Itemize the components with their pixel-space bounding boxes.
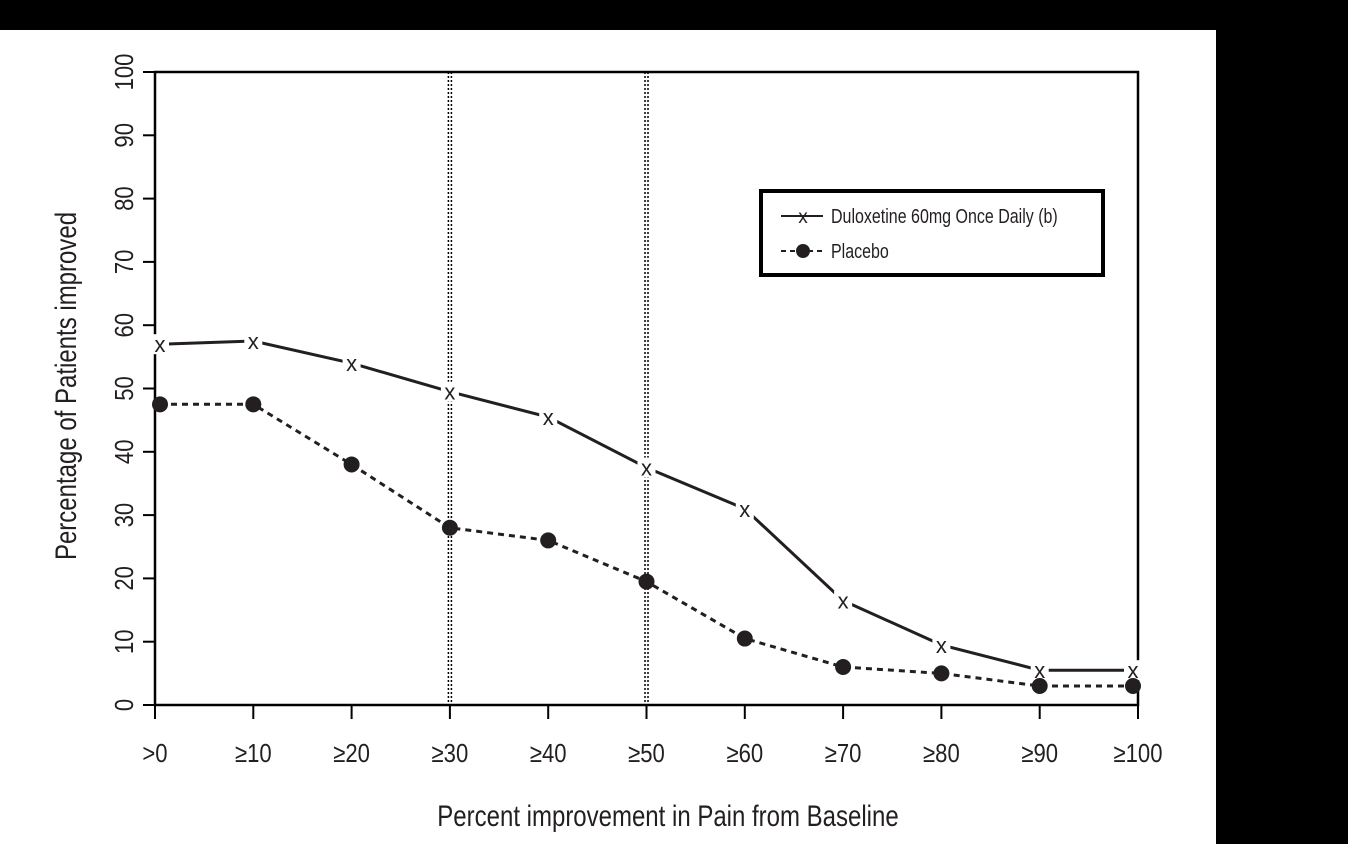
marker-knockout [151,334,169,355]
x-axis-label: Percent improvement in Pain from Baselin… [437,798,898,832]
legend-box [759,189,1105,277]
series-layer: x x x x x x x x x x x [151,329,1142,695]
y-tick-label: 20 [110,566,139,591]
point-marker-circle [245,396,262,413]
point-marker-x: x [936,633,947,658]
point-marker-x: x [543,405,554,430]
x-tick-label: ≥20 [333,739,370,768]
series-placebo [152,396,1141,695]
marker-knockout [735,498,754,519]
marker-knockout [342,353,361,374]
legend-marker-x: x [798,207,808,228]
x-tick-label: ≥10 [235,739,272,768]
series-line [159,339,1133,672]
legend-marker-circle [796,244,810,258]
x-tick-label: ≥60 [726,739,763,768]
legend-label: Duloxetine 60mg Once Daily (b) [831,205,1058,227]
marker-knockout [539,406,558,427]
y-tick-label: 70 [110,250,139,275]
y-tick-label: 90 [110,123,139,148]
marker-knockout [834,590,853,611]
series-line [160,402,1133,688]
axes: 0 10 20 30 40 50 60 70 80 90 100 >0 ≥10 ≥20 ≥30 ≥40 ≥50 ≥… [110,54,1162,769]
x-tick-label: ≥40 [530,739,567,768]
y-tick-label: 60 [110,313,139,338]
point-marker-x: x [444,380,455,405]
legend-label: Placebo [831,240,889,262]
x-tick-label: ≥70 [825,739,862,768]
marker-knockout [932,634,951,655]
marker-knockout [1124,660,1142,681]
series-duloxetine: x x x x x x x x x x x [151,329,1142,683]
point-marker-circle [152,396,168,413]
point-marker-x: x [1128,658,1139,683]
x-tick-label: ≥50 [628,739,665,768]
y-tick-label: 40 [110,440,139,465]
point-marker-circle [933,665,950,682]
point-marker-x: x [346,351,357,376]
reference-lines [447,72,649,705]
plot-frame [153,70,1140,707]
x-tick-label: ≥80 [923,739,960,768]
y-axis-label: Percentage of Patients improved [48,212,82,560]
point-marker-x: x [838,589,849,614]
x-tick-label: ≥30 [432,739,469,768]
chart: 0 10 20 30 40 50 60 70 80 90 100 >0 ≥10 ≥20 ≥30 ≥40 ≥50 ≥… [48,54,1162,833]
point-marker-circle [835,659,852,676]
marker-knockout [440,381,459,402]
marker-knockout [1030,660,1049,681]
point-marker-circle [540,532,557,549]
point-marker-circle [638,573,655,590]
point-marker-x: x [739,497,750,522]
point-marker-x: x [1034,658,1045,683]
y-tick-label: 80 [110,186,139,211]
point-marker-circle [1125,678,1141,695]
point-marker-x: x [248,329,259,354]
point-marker-x: x [155,332,166,357]
x-tick-label: >0 [142,739,167,768]
point-marker-circle [1031,678,1048,695]
marker-knockout [637,457,656,478]
x-tick-label: ≥90 [1021,739,1058,768]
y-tick-label: 10 [110,629,139,654]
point-marker-circle [343,456,360,473]
marker-knockout [244,331,263,352]
y-tick-label: 0 [110,699,139,711]
x-tick-label: ≥100 [1114,739,1163,768]
point-marker-circle [736,630,753,647]
y-tick-label: 30 [110,503,139,528]
y-tick-label: 100 [110,54,139,91]
point-marker-x: x [641,456,652,481]
legend: x Duloxetine 60mg Once Daily (b) Placebo [759,189,1105,277]
point-marker-circle [441,519,458,536]
y-tick-label: 50 [110,376,139,401]
chart-canvas: 0 10 20 30 40 50 60 70 80 90 100 >0 ≥10 ≥20 ≥30 ≥40 ≥50 ≥… [0,30,1216,844]
